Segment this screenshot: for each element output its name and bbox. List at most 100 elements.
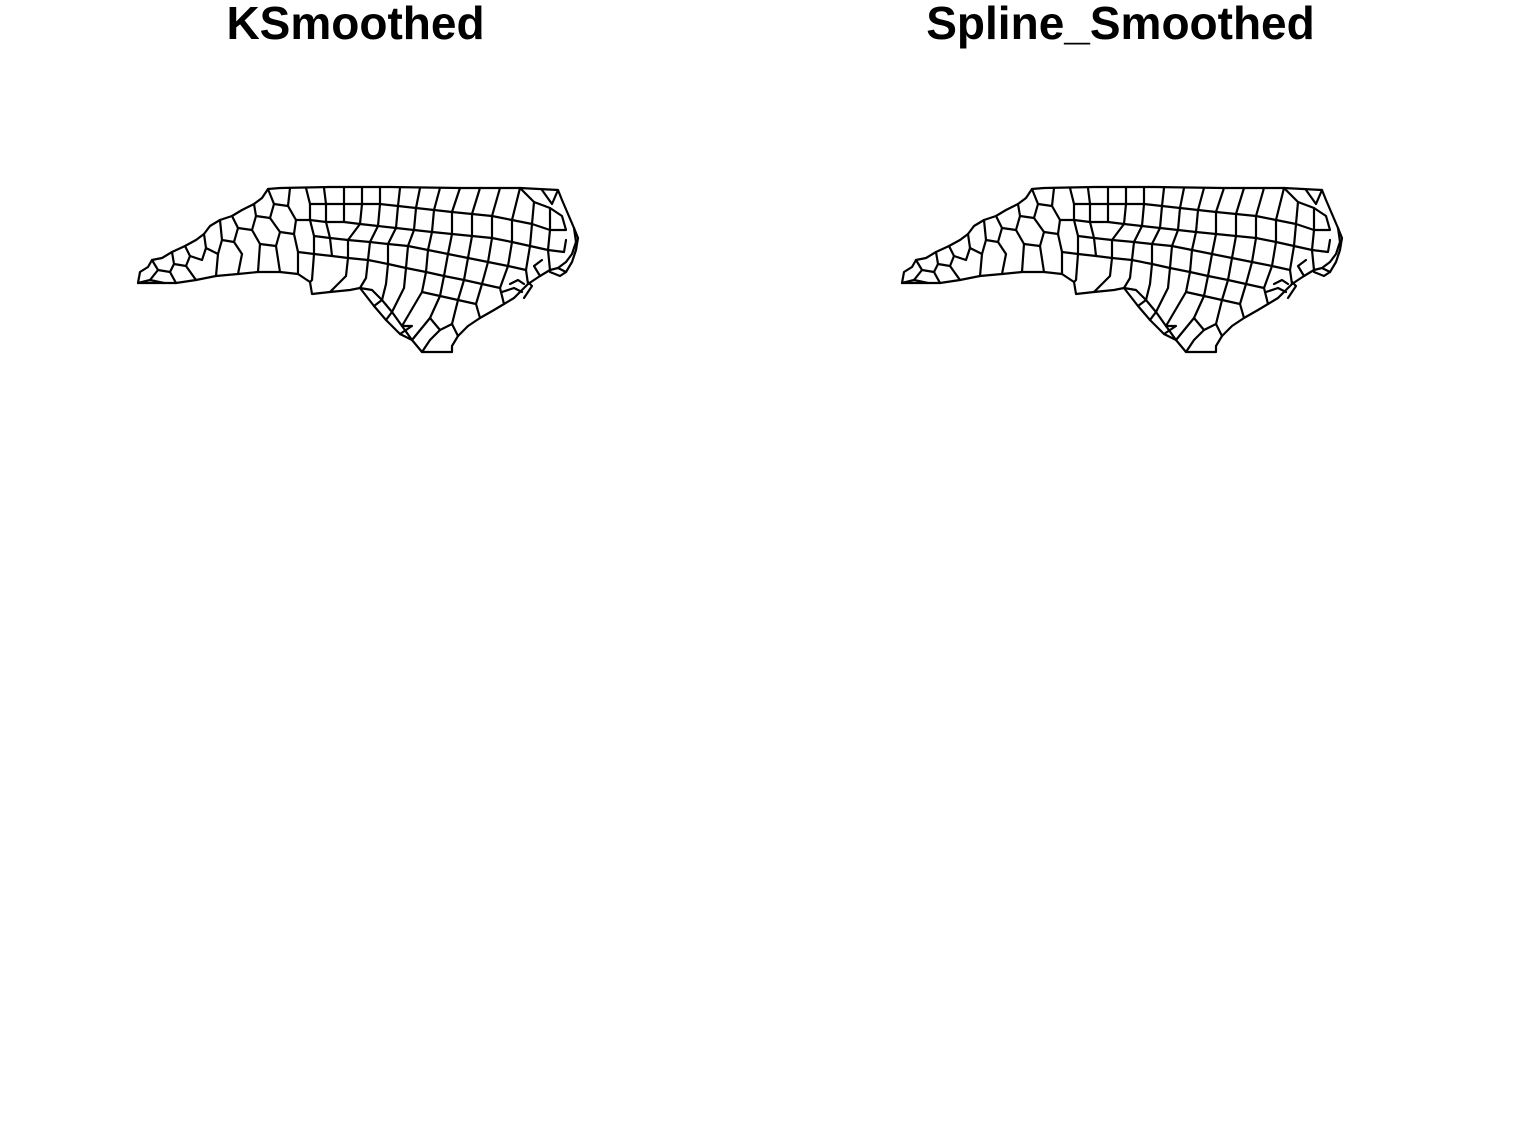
county-boundary [1122,258,1134,290]
county-boundary [204,218,224,256]
county-boundary [952,232,972,262]
county-boundary [978,252,984,278]
county-boundary [296,218,316,256]
county-boundary [1088,202,1110,224]
county-boundary [1000,202,1022,232]
county-boundary [294,186,312,222]
county-boundary [390,266,408,314]
county-boundary [456,278,484,306]
county-boundary [1106,202,1128,226]
county-boundary [220,214,240,244]
county-boundary [546,238,568,254]
county-boundary [470,214,494,240]
county-map [900,185,1344,354]
county-boundary [996,240,1008,276]
county-boundary [1310,238,1332,254]
county-boundary [1072,186,1092,224]
county-boundary [312,220,332,240]
county-boundary [1206,252,1214,278]
county-boundary [396,186,422,210]
county-boundary [522,280,534,300]
county-boundary [1144,262,1154,302]
county-boundary [258,216,282,248]
county-boundary [498,264,510,290]
county-boundary [358,202,382,228]
county-boundary [1060,218,1080,256]
county-boundary [292,232,300,276]
county-boundary [1238,302,1246,320]
county-boundary [532,258,544,278]
county-boundary [1142,186,1166,208]
county-boundary [148,278,166,285]
county-boundary [1106,186,1128,206]
county-boundary [274,244,282,274]
county-boundary [1076,236,1098,258]
county-boundary [420,316,442,354]
county-boundary [1214,298,1224,338]
county-boundary [1092,256,1114,294]
county-boundary [278,204,298,236]
county-boundary [380,262,390,302]
county-boundary [188,232,208,262]
county-boundary [156,250,176,274]
county-boundary [1194,210,1218,236]
county-boundary [250,228,262,274]
county-boundary [1014,228,1026,274]
county-boundary [184,264,198,282]
county-boundary [948,264,962,282]
county-boundary [1150,244,1174,270]
map-panel-ksmoothed: KSmoothed [0,0,763,1137]
county-boundary [1022,216,1046,248]
county-boundary [1286,280,1298,300]
county-boundary [920,250,940,274]
county-boundary [420,270,446,298]
county-boundary [518,186,536,226]
county-boundary [900,258,924,285]
county-boundary [548,206,568,232]
county-boundary [324,202,346,224]
county-boundary [984,214,1004,244]
county-boundary [1320,226,1344,274]
county-boundary [500,286,524,294]
county-boundary [1038,244,1046,274]
county-boundary [328,256,350,294]
county-boundary [1184,270,1210,298]
county-boundary [378,186,402,208]
county-boundary [330,238,350,260]
county-boundary [1042,204,1062,236]
county-boundary [1296,258,1308,278]
county-boundary [1244,260,1254,286]
county-boundary [508,278,526,286]
county-boundary [412,208,436,234]
state-outline [136,185,578,354]
county-boundary [556,226,580,274]
county-boundary [968,218,988,256]
county-boundary [462,256,470,282]
county-boundary [1160,186,1186,210]
county-boundary [1168,248,1194,274]
county-boundary [272,186,292,208]
county-boundary [376,204,400,230]
county-boundary [308,186,328,224]
state-outline [900,185,1342,354]
county-boundary [1226,256,1234,282]
county-boundary [1304,188,1324,206]
county-boundary [324,186,346,206]
county-map [136,185,580,354]
county-boundary [540,188,560,206]
county-boundary [342,186,364,206]
county-boundary [936,244,956,268]
county-boundary [1092,222,1126,242]
county-boundary [1056,232,1064,276]
county-boundary [1214,212,1238,238]
county-boundary [1110,240,1136,262]
county-boundary [1124,186,1146,206]
county-boundary [450,298,460,338]
county-boundary [1262,264,1274,290]
county-boundary [1274,240,1296,272]
county-boundary [1036,186,1056,208]
county-boundary [1088,186,1110,206]
county-boundary [172,244,192,268]
county-boundary [1234,214,1258,240]
county-boundary [1184,316,1206,354]
